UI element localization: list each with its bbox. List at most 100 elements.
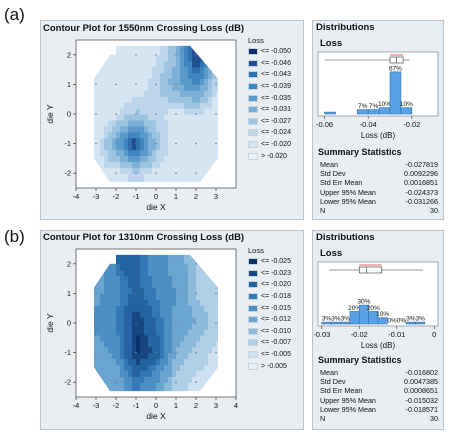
panel-b-contour-cell — [124, 257, 129, 265]
panel-b-contour-cell — [108, 358, 113, 366]
panel-a-contour-cell — [188, 119, 193, 127]
panel-b-loss-subtitle: Loss — [320, 248, 343, 259]
panel-a-contour-cell — [100, 66, 105, 74]
panel-b-contour-cell — [172, 388, 177, 392]
panel-b-contour-cell — [156, 364, 161, 371]
panel-b-contour-cell — [208, 311, 213, 318]
panel-b-contour-cell — [156, 299, 161, 306]
panel-a-contour-cell — [112, 78, 117, 85]
panel-a-contour-cell — [180, 84, 185, 91]
panel-b-contour-cell — [180, 317, 185, 324]
panel-b-contour-cell — [132, 275, 137, 283]
panel-b-sample-point — [175, 322, 177, 324]
panel-a-contour-cell — [176, 108, 181, 115]
panel-a-contour-cell — [204, 137, 209, 145]
panel-b-sample-point — [95, 351, 97, 354]
panel-b-contour-cell — [212, 299, 217, 306]
panel-a-contour-cell — [120, 72, 125, 80]
panel-b-contour-cell — [200, 293, 205, 300]
panel-b-contour-cell — [172, 358, 177, 366]
panel-a-contour-cell — [116, 131, 121, 139]
panel-b-contour-cell — [176, 364, 181, 371]
panel-a-contour-cell — [160, 96, 165, 103]
panel-a-sample-point — [175, 83, 177, 86]
panel-b-contour-cell — [192, 388, 197, 392]
panel-b-contour-cell — [204, 299, 209, 306]
panel-a-contour-cell — [152, 119, 157, 127]
panel-b-contour-cell — [204, 364, 209, 371]
panel-b-hist-bar-label: 3% — [406, 316, 416, 323]
panel-b-sample-point — [135, 351, 137, 354]
panel-a-contour-cell — [124, 173, 129, 180]
panel-b-contour-cell — [188, 364, 193, 371]
panel-b-contour-cell — [152, 317, 157, 324]
panel-a-contour-cell — [188, 96, 193, 103]
panel-b-sample-point — [115, 292, 117, 295]
panel-a-contour-cell — [172, 60, 177, 68]
panel-b-sample-point — [215, 351, 217, 354]
panel-a-contour-cell — [172, 78, 177, 85]
panel-b-contour-cell — [156, 269, 161, 277]
panel-b-contour-cell — [152, 370, 157, 377]
panel-b-contour-cell — [120, 263, 125, 271]
panel-b-contour-cell — [140, 254, 145, 259]
panel-a-contour-cell — [204, 108, 209, 115]
panel-a-contour-cell — [116, 96, 121, 103]
panel-a-contour-cell — [132, 114, 137, 121]
panel-b-contour-cell — [200, 352, 205, 360]
panel-a-contour-cell — [120, 173, 125, 180]
panel-a-contour-cell — [212, 131, 217, 139]
panel-a-contour-cell — [116, 84, 121, 91]
panel-a-sample-point — [95, 142, 97, 145]
panel-a-contour-cell — [96, 119, 101, 127]
panel-b-contour-cell — [180, 254, 185, 259]
panel-a-contour-cell — [144, 155, 149, 162]
panel-b-contour-cell — [188, 382, 193, 389]
panel-a-contour-cell — [212, 96, 217, 103]
panel-b-contour-cell — [100, 305, 105, 312]
panel-b-contour-cell — [128, 346, 133, 354]
panel-a-contour-cell — [160, 131, 165, 139]
panel-b-contour-cell — [148, 340, 153, 348]
panel-a-contour-cell — [152, 125, 157, 133]
panel-b-contour-cell — [212, 311, 217, 318]
panel-b-contour-cell — [94, 311, 97, 318]
panel-a-contour-cell — [94, 149, 97, 157]
panel-b-contour-cell — [136, 346, 141, 354]
panel-b-contour-cell — [180, 352, 185, 360]
panel-a-hist-frame — [317, 51, 439, 117]
panel-b-contour-cell — [128, 275, 133, 283]
panel-a-contour-cell — [208, 108, 213, 115]
panel-b-stat-label: N — [320, 413, 326, 423]
panel-b-contour-cell — [212, 334, 217, 342]
panel-a-legend-label: <= -0.024 — [261, 129, 291, 137]
panel-b-contour-cell — [164, 305, 169, 312]
panel-a-contour-cell — [124, 167, 129, 174]
panel-a-contour-cell — [188, 60, 193, 68]
panel-a-hist-bar-label: 10% — [400, 101, 413, 108]
panel-a-contour-cell — [196, 54, 201, 62]
panel-a-contour-cell — [200, 90, 205, 97]
panel-b-contour-cell — [176, 370, 181, 377]
panel-b-contour-cell — [128, 293, 133, 300]
panel-b-contour-cell — [160, 370, 165, 377]
panel-b-contour-cell — [140, 311, 145, 318]
panel-a-contour-cell — [188, 102, 193, 109]
panel-b-contour-cell — [192, 346, 197, 354]
panel-b-contour-cell — [140, 293, 145, 300]
panel-a-sample-point — [215, 142, 217, 145]
panel-b-contour-cell — [200, 323, 205, 330]
panel-b-contour-cell — [172, 328, 177, 336]
panel-a-contour-cell — [160, 102, 165, 109]
panel-a-contour-cell — [112, 155, 117, 162]
panel-b-contour-cell — [156, 293, 161, 300]
panel-a-contour-cell — [96, 96, 101, 103]
panel-b-sample-point — [215, 322, 217, 324]
panel-b-contour-cell — [116, 263, 121, 271]
panel-b-contour-cell — [196, 340, 201, 348]
panel-b-x-tick-label: 3 — [214, 401, 218, 410]
panel-b-legend-label: <= -0.018 — [261, 293, 291, 301]
panel-a-contour-cell — [152, 72, 157, 80]
panel-a-contour-cell — [124, 137, 129, 145]
panel-b-contour-cell — [180, 388, 185, 392]
